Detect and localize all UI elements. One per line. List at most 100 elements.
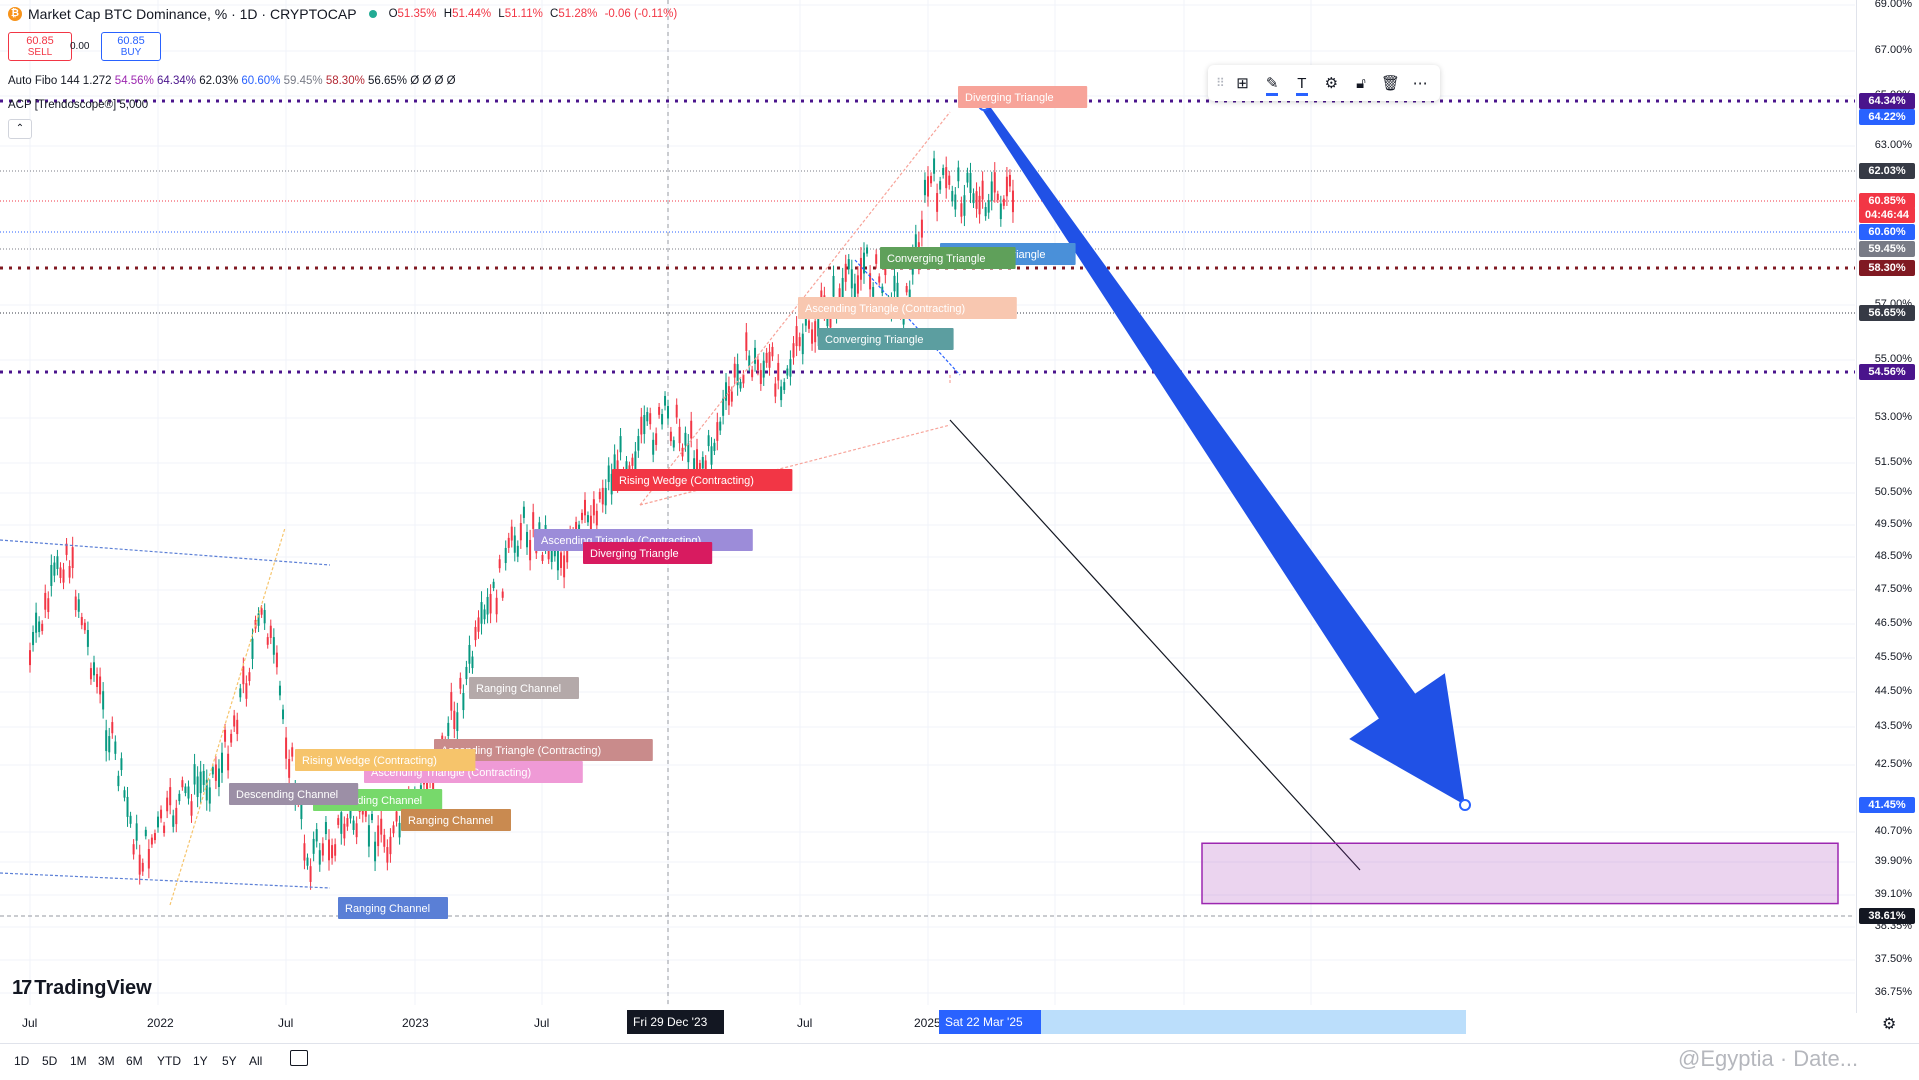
price-tick: 40.70% — [1874, 825, 1912, 837]
candle-body — [208, 787, 211, 804]
brush-icon[interactable]: ✎ — [1260, 68, 1284, 98]
candle-body — [245, 683, 248, 699]
candle-body — [389, 836, 392, 855]
trash-icon[interactable]: 🗑︎ — [1381, 75, 1401, 92]
fibo-value: Ø — [407, 75, 420, 87]
candle-body — [32, 631, 35, 646]
candle-body — [826, 312, 829, 327]
candle-body — [184, 786, 187, 794]
sell-button[interactable]: 60.85 SELL — [8, 32, 72, 61]
candle-body — [486, 596, 489, 615]
candle-body — [526, 531, 529, 548]
candle-body — [942, 168, 945, 176]
pattern-line — [0, 872, 331, 889]
candle-body — [563, 555, 566, 578]
fibo-value: 56.65% — [364, 75, 408, 87]
candle-body — [386, 847, 389, 863]
candle-body — [832, 275, 835, 297]
settings-icon[interactable]: ⚙ — [1324, 75, 1339, 92]
lock-icon[interactable]: 🔓︎ — [1356, 74, 1366, 92]
period-button[interactable]: 6M — [126, 1054, 143, 1068]
candle-body — [730, 391, 733, 402]
drawing-toolbar[interactable]: ⠿ ⊞ ✎ T ⚙ 🔓︎ 🗑︎ ⋯ — [1208, 65, 1440, 101]
candle-body — [398, 822, 401, 838]
drawings[interactable] — [978, 99, 1839, 905]
candle-body — [260, 608, 263, 615]
symbol-legend[interactable]: ₿ Market Cap BTC Dominance, % · 1D · CRY… — [8, 6, 681, 22]
candle-body — [489, 593, 492, 614]
calendar-icon[interactable] — [290, 1050, 308, 1066]
candle-body — [722, 398, 725, 416]
candle-body — [321, 843, 324, 856]
candle-body — [56, 556, 59, 569]
candle-body — [652, 439, 655, 455]
candle-body — [392, 825, 395, 834]
period-button[interactable]: YTD — [157, 1054, 181, 1068]
candle-body — [71, 547, 74, 569]
period-button[interactable]: All — [249, 1054, 263, 1068]
candle-body — [850, 269, 853, 289]
candle-body — [62, 569, 65, 583]
candle-body — [242, 666, 245, 685]
candle-body — [272, 637, 275, 655]
price-badge: 04:46:44 — [1859, 207, 1915, 223]
pattern-label: Ranging Channel — [476, 683, 561, 695]
candle-body — [920, 219, 923, 238]
buy-button[interactable]: 60.85 BUY — [101, 32, 161, 61]
pattern-label: Diverging Triangle — [965, 92, 1054, 104]
gear-icon[interactable]: ⚙ — [1882, 1016, 1897, 1033]
period-button[interactable]: 1M — [70, 1054, 87, 1068]
price-badge: 64.22% — [1859, 109, 1915, 125]
price-axis[interactable]: 69.00%67.00%65.00%63.00%57.00%55.00%53.0… — [1856, 0, 1919, 1013]
candle-body — [471, 656, 474, 669]
candle-body — [658, 406, 661, 415]
auto-fibo-legend[interactable]: Auto Fibo 144 1.272 54.56% 64.34% 62.03%… — [8, 75, 456, 87]
pattern-label-bg — [469, 677, 579, 699]
forecast-arrow — [980, 102, 1465, 806]
candle-body — [383, 834, 386, 847]
market-status-icon — [368, 10, 377, 18]
period-button[interactable]: 1Y — [193, 1054, 208, 1068]
pattern-line — [0, 539, 331, 566]
period-button[interactable]: 1D — [14, 1054, 30, 1068]
candle-body — [519, 522, 522, 541]
candle-body — [798, 337, 801, 347]
price-badge: 41.45% — [1859, 797, 1915, 813]
candle-body — [199, 771, 202, 794]
more-icon[interactable]: ⋯ — [1412, 75, 1428, 92]
candle-body — [1008, 174, 1011, 187]
acp-name: ACP [Trendoscope®] 5,000 — [8, 99, 149, 111]
auto-fibo-name: Auto Fibo 144 1.272 — [8, 75, 112, 87]
candle-body — [230, 733, 233, 743]
acp-legend[interactable]: ACP [Trendoscope®] 5,000 — [8, 99, 148, 111]
candle-body — [993, 172, 996, 193]
price-tick: 51.50% — [1874, 456, 1912, 468]
candle-body — [592, 499, 595, 516]
candle-body — [838, 288, 841, 298]
pattern-label-bg — [583, 542, 713, 564]
candle-body — [324, 822, 327, 835]
candle-body — [598, 491, 601, 500]
candle-body — [135, 823, 138, 841]
watermark: @Egyptia · Date... — [1678, 1046, 1859, 1071]
candle-body — [221, 752, 223, 773]
drag-handle-icon[interactable]: ⠿ — [1216, 76, 1225, 90]
pattern-label: Rising Wedge (Contracting) — [302, 755, 437, 767]
candle-body — [696, 449, 699, 471]
group-icon[interactable]: ⊞ — [1236, 75, 1249, 92]
period-button[interactable]: 5Y — [222, 1054, 237, 1068]
candle-body — [126, 796, 129, 817]
period-button[interactable]: 5D — [42, 1054, 58, 1068]
pattern-label: Ranging Channel — [345, 903, 430, 915]
candle-body — [77, 599, 80, 612]
text-icon[interactable]: T — [1290, 68, 1314, 98]
candle-body — [936, 193, 939, 212]
candle-body — [631, 457, 634, 466]
collapse-legend-button[interactable]: ⌃ — [8, 119, 32, 139]
candle-body — [914, 234, 917, 254]
candle-body — [560, 552, 563, 568]
candle-body — [960, 203, 963, 217]
pattern-label-bg — [338, 897, 448, 919]
period-button[interactable]: 3M — [98, 1054, 115, 1068]
